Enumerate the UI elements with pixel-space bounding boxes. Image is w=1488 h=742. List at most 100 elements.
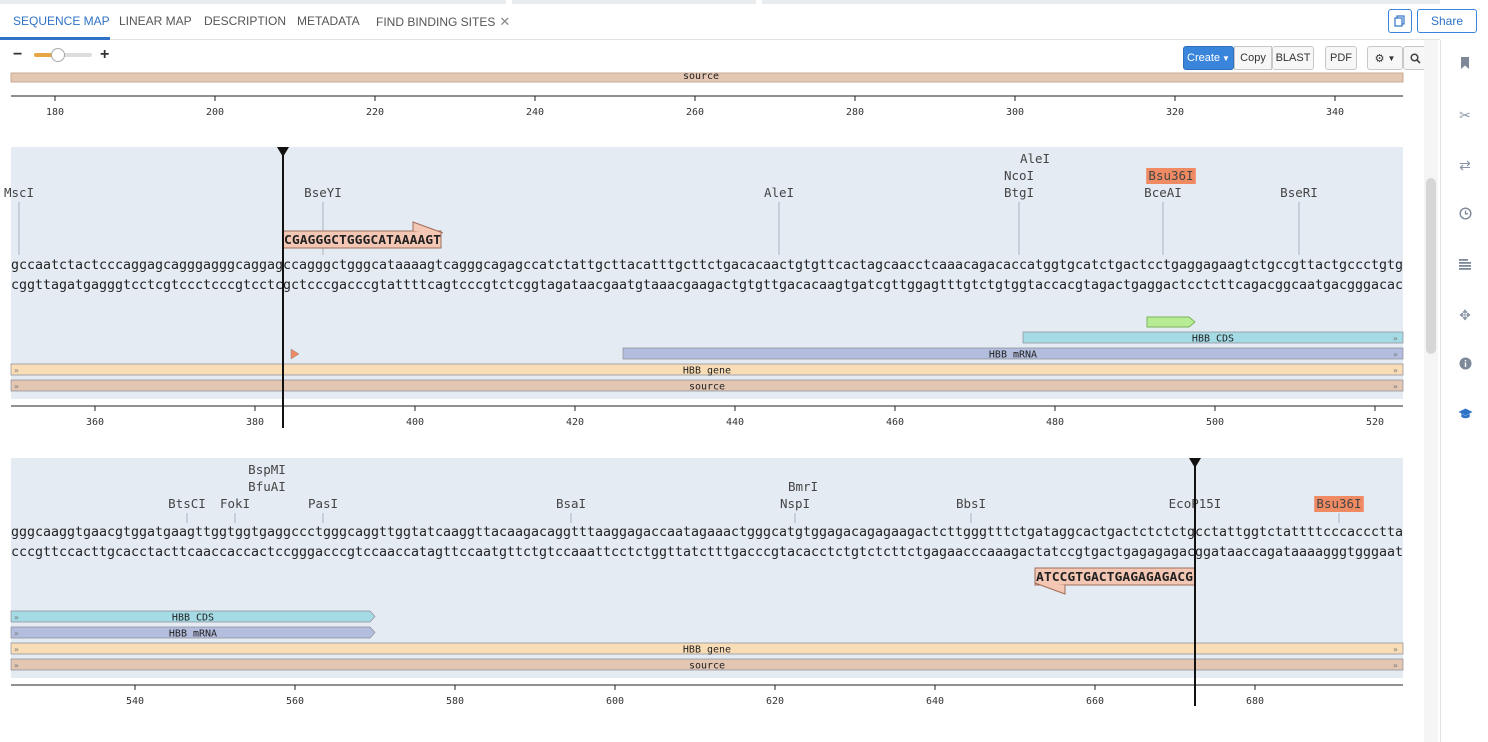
gene-feature[interactable] — [10, 363, 1404, 376]
primer[interactable]: CGAGGGCTGGGCATAAAAGT — [282, 221, 444, 249]
enzyme-label[interactable]: Bsu36I — [1148, 168, 1193, 183]
continue-left-icon: » — [14, 382, 19, 391]
ruler-tick-label: 580 — [446, 696, 464, 707]
close-icon[interactable]: ✕ — [499, 14, 511, 29]
enzyme-label[interactable]: MscI — [4, 185, 34, 200]
mrna-feature[interactable] — [10, 626, 376, 639]
tab-sequence-map[interactable]: SEQUENCE MAP — [13, 14, 110, 28]
scissors-icon[interactable]: ✂ — [1459, 107, 1471, 123]
enzyme-label[interactable]: AleI — [1020, 151, 1050, 166]
settings-button[interactable]: ⚙ ▼ — [1367, 46, 1403, 70]
enzyme-label[interactable]: BbsI — [956, 496, 986, 511]
primer[interactable]: ATCCGTGACTGAGAGAGACG — [1034, 567, 1196, 595]
scrollbar-thumb[interactable] — [1426, 178, 1436, 354]
bookmark-icon[interactable] — [1455, 55, 1475, 75]
tab-metadata[interactable]: METADATA — [297, 14, 360, 28]
feature-label: HBB gene — [683, 645, 731, 656]
continue-left-icon: » — [14, 629, 19, 638]
ruler-tick-label: 300 — [1006, 107, 1024, 118]
ruler-tick-label: 660 — [1086, 696, 1104, 707]
feature-marker[interactable] — [290, 348, 300, 360]
source-feature[interactable] — [10, 72, 1404, 83]
cursor-handle[interactable] — [1189, 458, 1201, 468]
tab-label: METADATA — [297, 14, 360, 28]
enzyme-label[interactable]: BtgI — [1004, 185, 1034, 200]
ruler-tick-label: 260 — [686, 107, 704, 118]
source-feature[interactable] — [10, 658, 1404, 671]
cursor-handle[interactable] — [277, 147, 289, 157]
zoom-slider-handle[interactable] — [51, 48, 66, 62]
info-icon[interactable] — [1455, 355, 1475, 375]
ruler-tick-label: 600 — [606, 696, 624, 707]
share-button[interactable]: Share — [1417, 9, 1477, 33]
gene-feature[interactable] — [10, 642, 1404, 655]
enzyme-label[interactable]: BmrI — [788, 479, 818, 494]
tab-label: LINEAR MAP — [119, 14, 192, 28]
enzyme-label[interactable]: PasI — [308, 496, 338, 511]
primer-sequence: CGAGGGCTGGGCATAAAAGT — [284, 233, 441, 247]
enzyme-label[interactable]: BseYI — [304, 185, 342, 200]
graduation-cap-icon[interactable] — [1455, 405, 1475, 425]
enzyme-highlight[interactable] — [1314, 496, 1364, 512]
enzyme-label[interactable]: BfuAI — [248, 479, 286, 494]
top-strand-sequence[interactable]: gccaatctactcccaggagcagggagggcaggagccaggg… — [11, 258, 1403, 273]
tab-label: DESCRIPTION — [204, 14, 287, 28]
enzyme-label[interactable]: BspMI — [248, 462, 286, 477]
enzyme-label[interactable]: BseRI — [1280, 185, 1318, 200]
vertical-scrollbar[interactable] — [1424, 40, 1438, 742]
enzyme-label[interactable]: BceAI — [1144, 185, 1182, 200]
ruler-tick-label: 480 — [1046, 417, 1064, 428]
continue-left-icon: » — [14, 661, 19, 670]
crosshair-icon[interactable]: ✥ — [1459, 307, 1471, 323]
feature-label: HBB mRNA — [989, 350, 1037, 361]
sequence-row: source 180 200 220 240 260 280 300 320 340 — [10, 71, 1404, 118]
ruler-tick-label: 540 — [126, 696, 144, 707]
clock-icon[interactable] — [1455, 205, 1475, 225]
enzyme-label[interactable]: Bsu36I — [1316, 496, 1361, 511]
ruler-tick-label: 620 — [766, 696, 784, 707]
top-strand-sequence[interactable]: gggcaaggtgaacgtggatgaagttggtggtgaggccctg… — [11, 525, 1403, 540]
top-strip-left — [0, 0, 506, 4]
swap-icon[interactable]: ⇄ — [1459, 157, 1471, 173]
chevron-down-icon: ▼ — [1222, 53, 1230, 63]
zoom-out-button[interactable]: − — [13, 46, 23, 63]
bottom-strand-sequence[interactable]: cccgttccacttgcacctacttcaaccaccactccgggac… — [11, 545, 1403, 560]
mrna-feature[interactable] — [622, 347, 1404, 360]
ruler-ticks: 180 200 220 240 260 280 300 320 340 — [46, 96, 1344, 118]
sequence-cursor[interactable] — [1189, 458, 1201, 706]
tab-description[interactable]: DESCRIPTION — [204, 14, 286, 28]
features: » HBB CDS » HBB mRNA » » HBB gene » » source — [10, 610, 1404, 672]
top-strip-right — [762, 0, 1440, 4]
sequence-cursor[interactable] — [277, 147, 289, 428]
continue-right-icon: » — [1393, 661, 1398, 670]
zoom-in-button[interactable]: + — [100, 46, 110, 63]
enzyme-label[interactable]: NspI — [780, 496, 810, 511]
lines-icon[interactable] — [1455, 255, 1475, 275]
enzyme-label[interactable]: AleI — [764, 185, 794, 200]
feature-block[interactable] — [1146, 316, 1196, 328]
primer-arrow — [1034, 582, 1066, 595]
ruler-tick-label: 400 — [406, 417, 424, 428]
sequence-map-canvas[interactable]: source 180 200 220 240 260 280 300 320 340 MscI B… — [0, 40, 1420, 742]
copy-icon[interactable] — [1388, 9, 1412, 33]
pdf-button[interactable]: PDF — [1325, 46, 1357, 70]
cds-feature[interactable] — [1022, 331, 1404, 344]
enzyme-label[interactable]: BtsCI — [168, 496, 206, 511]
create-label: Create — [1187, 52, 1221, 64]
blast-button[interactable]: BLAST — [1272, 46, 1314, 70]
copy-button[interactable]: Copy — [1234, 46, 1272, 70]
source-feature[interactable] — [10, 379, 1404, 392]
enzyme-label[interactable]: NcoI — [1004, 168, 1034, 183]
enzyme-highlight[interactable] — [1146, 168, 1196, 184]
tab-linear-map[interactable]: LINEAR MAP — [119, 14, 192, 28]
enzyme-label[interactable]: BsaI — [556, 496, 586, 511]
bottom-strand-sequence[interactable]: cggttagatgagggtcctcgtccctcccgtcctcgctccc… — [11, 278, 1403, 293]
tab-find-binding-sites[interactable]: FIND BINDING SITES ✕ — [376, 14, 510, 30]
primer-arrow — [412, 221, 444, 234]
cds-feature[interactable] — [10, 610, 376, 623]
create-button[interactable]: Create ▼ — [1183, 46, 1234, 70]
enzyme-label[interactable]: FokI — [220, 496, 250, 511]
continue-left-icon: » — [14, 613, 19, 622]
ruler-ticks: 540 560 580 600 620 640 660 680 — [126, 685, 1264, 707]
feature-label: source — [689, 661, 725, 672]
